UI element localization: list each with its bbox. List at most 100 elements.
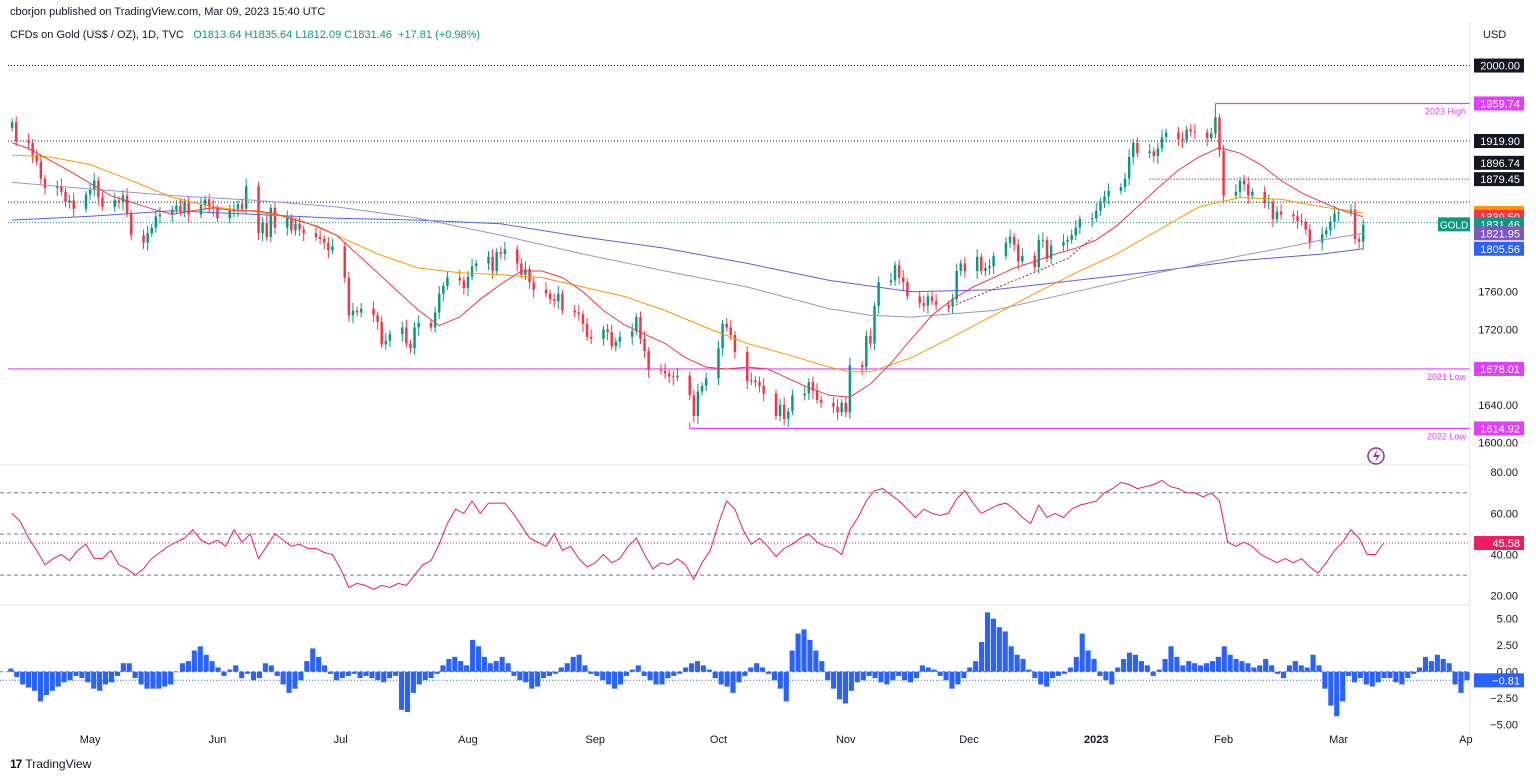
price-tick-label: 1640.00: [1478, 400, 1518, 412]
momentum-bar: [943, 671, 949, 681]
momentum-bar: [582, 665, 588, 672]
momentum-bar: [860, 671, 866, 681]
price-pane[interactable]: 2023 High 2021 Low 2022 Low: [8, 65, 1470, 442]
flash-icon[interactable]: [1367, 447, 1385, 465]
candle: [696, 391, 700, 417]
candle: [676, 375, 679, 378]
momentum-bar: [73, 671, 79, 676]
momentum-bar: [79, 671, 85, 679]
momentum-bar: [907, 671, 914, 683]
candle: [988, 266, 991, 269]
level-tag-bg: [1474, 134, 1524, 149]
candle: [142, 235, 145, 243]
momentum-bar: [890, 671, 896, 681]
candle: [984, 268, 987, 271]
momentum-bar: [49, 671, 55, 691]
candle: [606, 329, 609, 333]
momentum-bar: [20, 671, 26, 685]
candle: [750, 380, 753, 382]
rsi-tick-label: 80.00: [1490, 467, 1518, 479]
momentum-bar: [245, 671, 251, 674]
footer-brand[interactable]: 17 TradingView: [10, 757, 91, 771]
momentum-bar: [1292, 661, 1298, 672]
candle: [495, 252, 498, 271]
candle: [782, 404, 786, 419]
momentum-bar: [1221, 646, 1227, 672]
candle: [1164, 132, 1168, 138]
candle: [31, 142, 34, 156]
price-tag: 1896.74: [1480, 158, 1520, 170]
momentum-bar: [1251, 667, 1257, 672]
momentum-bar: [357, 671, 363, 679]
momentum-bar: [570, 656, 576, 672]
candle: [1008, 237, 1012, 243]
momentum-bar: [1132, 654, 1139, 672]
momentum-bar: [884, 671, 890, 685]
rsi-tick-label: 60.00: [1490, 508, 1518, 520]
level-tag: 1678.01: [1480, 364, 1520, 376]
momentum-bar: [363, 671, 369, 676]
candle: [27, 140, 30, 143]
momentum-bar: [742, 671, 748, 676]
symbol-title[interactable]: CFDs on Gold (US$ / OZ), 1D, TVC: [10, 29, 185, 41]
momentum-bar: [836, 671, 843, 700]
momentum-bar: [1363, 671, 1369, 685]
momentum-bar: [1357, 671, 1363, 679]
candle: [1132, 142, 1135, 157]
momentum-bar: [351, 671, 357, 674]
price-tag: 1805.56: [1480, 244, 1520, 256]
trendline: [948, 237, 1093, 309]
momentum-bar: [1298, 665, 1304, 672]
tradingview-brand: TradingView: [25, 757, 92, 771]
candle: [1222, 150, 1225, 196]
candle: [1279, 211, 1283, 215]
momentum-bar: [718, 671, 724, 685]
candle: [704, 378, 708, 386]
momentum-bar: [1002, 631, 1008, 672]
candle: [1148, 151, 1151, 154]
candle: [1357, 238, 1361, 242]
candle: [203, 199, 207, 205]
momentum-bar: [179, 663, 186, 672]
candle: [1300, 221, 1303, 223]
momentum-bar: [919, 665, 925, 672]
candle: [261, 222, 264, 234]
candle: [758, 382, 761, 386]
momentum-bar: [499, 656, 505, 672]
momentum-bar: [61, 671, 67, 683]
momentum-bar: [209, 661, 215, 672]
momentum-tick-label: −2.50: [1490, 693, 1518, 705]
candle: [503, 249, 507, 254]
candle: [117, 200, 121, 203]
candle: [1238, 180, 1242, 192]
momentum-bar: [789, 650, 795, 672]
momentum-bar: [694, 661, 701, 672]
momentum-pane[interactable]: [0, 612, 1470, 717]
momentum-bar: [1091, 658, 1097, 672]
momentum-bar: [452, 656, 458, 672]
momentum-bar: [262, 663, 268, 672]
candle: [672, 376, 675, 378]
momentum-bar: [541, 671, 547, 679]
candle: [992, 255, 995, 267]
candle: [1251, 191, 1254, 196]
candle: [1049, 245, 1053, 259]
candle: [409, 343, 412, 349]
momentum-bar: [1085, 650, 1091, 672]
candle: [918, 296, 921, 303]
candle: [236, 204, 240, 209]
momentum-bar: [1340, 671, 1346, 702]
candle: [359, 308, 363, 313]
candle: [548, 293, 552, 300]
candle: [1267, 202, 1271, 204]
candle: [1304, 221, 1307, 230]
candle: [688, 375, 691, 396]
momentum-bar: [665, 671, 671, 679]
candle: [474, 263, 478, 267]
momentum-bar: [683, 667, 689, 672]
momentum-bar: [31, 671, 38, 691]
candle: [1037, 239, 1041, 268]
momentum-bar: [546, 671, 553, 676]
rsi-pane[interactable]: [0, 479, 1470, 591]
